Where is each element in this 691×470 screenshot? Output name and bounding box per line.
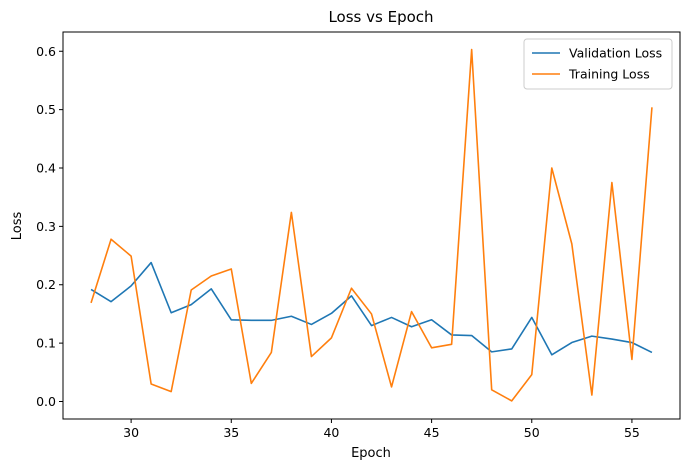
series-line-1 xyxy=(90,48,653,402)
x-tick-label-0: 30 xyxy=(123,425,139,440)
x-tick-label-3: 45 xyxy=(424,425,440,440)
x-tick-label-4: 50 xyxy=(524,425,540,440)
x-axis-label: Epoch xyxy=(351,446,391,461)
x-tick-label-1: 35 xyxy=(223,425,239,440)
series-line-0 xyxy=(90,261,653,356)
y-tick-label-4: 0.4 xyxy=(36,161,56,176)
x-tick-label-2: 40 xyxy=(323,425,339,440)
y-tick-label-5: 0.5 xyxy=(36,102,56,117)
legend-label-0: Validation Loss xyxy=(569,46,662,61)
plot-frame xyxy=(62,31,681,420)
y-tick-label-3: 0.3 xyxy=(36,219,56,234)
y-axis-label: Loss xyxy=(10,212,25,241)
y-tick-label-1: 0.1 xyxy=(36,336,56,351)
x-tick-label-5: 55 xyxy=(624,425,640,440)
y-tick-label-6: 0.6 xyxy=(36,44,56,59)
legend-box xyxy=(523,38,673,90)
plot-area: 30 35 40 45 50 55 0.0 0.1 0.2 0.3 0.4 0.5 0.6 Validat… xyxy=(36,31,681,440)
chart-title: Loss vs Epoch xyxy=(328,8,433,26)
legend-label-1: Training Loss xyxy=(568,67,650,82)
y-tick-label-0: 0.0 xyxy=(36,394,56,409)
y-tick-label-2: 0.2 xyxy=(36,277,56,292)
